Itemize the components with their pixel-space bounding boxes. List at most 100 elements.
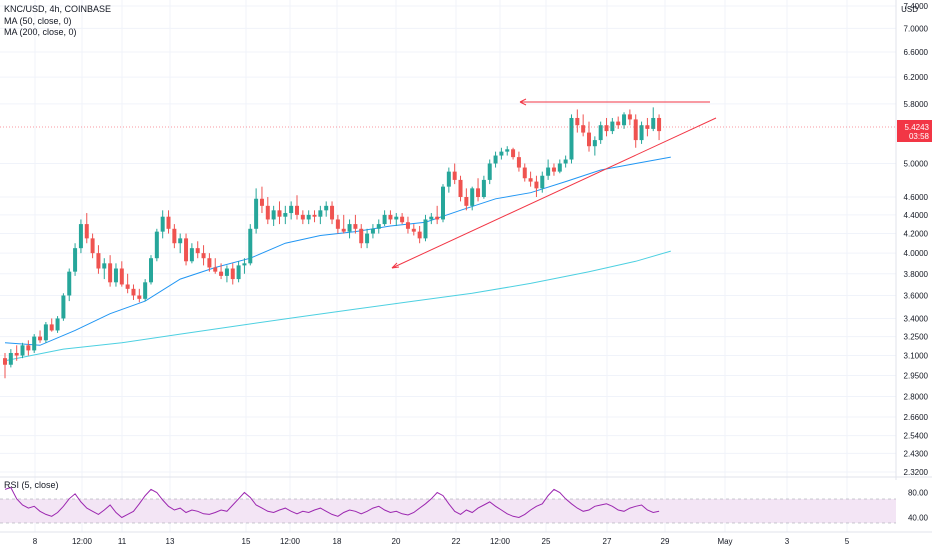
candle-body (125, 284, 130, 289)
candle (575, 109, 580, 133)
candle (528, 171, 533, 187)
candle-body (423, 219, 428, 239)
price-tick-label: 3.4000 (904, 314, 929, 323)
candle (335, 214, 340, 234)
candle (499, 147, 504, 160)
price-tick-label: 4.0000 (904, 249, 929, 258)
candle-body (394, 216, 399, 220)
candle-body (289, 205, 294, 214)
candle-body (651, 117, 656, 129)
bar-countdown: 03:58 (909, 132, 930, 141)
candle (38, 330, 43, 343)
candle-body (73, 248, 78, 272)
candle (248, 224, 253, 266)
candle-body (616, 121, 621, 126)
candle (149, 255, 153, 285)
candle (622, 112, 627, 129)
candle-body (353, 224, 358, 229)
candle (137, 288, 142, 303)
price-tick-label: 5.0000 (904, 160, 929, 169)
candle (470, 186, 475, 211)
ma200-label[interactable]: MA (200, close, 0) (4, 27, 77, 37)
candle-body (376, 224, 381, 229)
currency-label: USD (901, 5, 918, 14)
time-tick-label: 18 (333, 537, 342, 546)
candle-body (335, 219, 340, 229)
candle-body (230, 268, 235, 280)
candle-body (90, 238, 95, 254)
candle-body (242, 263, 247, 266)
candle (551, 163, 556, 176)
candle-body (505, 149, 510, 152)
candle (569, 114, 574, 164)
candle (563, 155, 568, 168)
candle-body (382, 214, 387, 225)
candle (119, 261, 124, 287)
price-tick-label: 3.1000 (904, 352, 929, 361)
candle-body (113, 268, 118, 283)
candle (131, 284, 136, 300)
rsi-path (4, 486, 660, 519)
candle-body (499, 151, 504, 156)
candle-body (359, 228, 364, 244)
candle (581, 114, 586, 137)
ma200-series (4, 250, 671, 362)
time-tick-label: 5 (845, 537, 850, 546)
price-axis[interactable]: 7.4000 7.0000 6.6000 6.2000 5.8000 5.0000 4.60… (895, 0, 929, 480)
candle-body (487, 163, 492, 180)
trendline-drawings[interactable] (391, 98, 717, 269)
candle-body (49, 324, 54, 331)
symbol-title[interactable]: KNC/USD, 4h, COINBASE (4, 4, 112, 14)
candle-body (557, 163, 562, 172)
candle (306, 210, 311, 225)
candle (178, 233, 183, 254)
candle-body (277, 210, 282, 217)
candle-body (370, 228, 375, 234)
candle-body (429, 216, 434, 220)
time-axis[interactable]: 8 12:00 11 13 15 12:00 18 20 22 12:00 25 27 29 May 3 5 (0, 531, 932, 546)
candle-body (283, 213, 288, 217)
candle (587, 121, 591, 152)
candle-body (96, 253, 101, 269)
candle-body (470, 188, 475, 206)
candle-body (534, 181, 539, 189)
candle-body (119, 268, 124, 285)
candle (254, 188, 259, 234)
time-tick-label: 25 (542, 537, 551, 546)
candle (324, 201, 329, 217)
candle-body (528, 178, 533, 182)
candle-body (592, 140, 597, 147)
rsi-pane[interactable]: 80.00 40.00 (0, 476, 932, 524)
candle (26, 340, 31, 356)
candle (365, 228, 370, 249)
time-tick-label: 15 (242, 537, 251, 546)
candle-body (639, 125, 644, 141)
candle (347, 219, 352, 239)
price-tick-label: 5.8000 (904, 100, 929, 109)
candle-body (516, 157, 521, 168)
candle-body (441, 186, 445, 220)
candle-body (131, 288, 136, 296)
candle (639, 121, 644, 144)
price-tick-label: 4.2000 (904, 230, 929, 239)
candle (207, 253, 212, 272)
candle-body (207, 258, 212, 268)
candle-body (581, 125, 586, 133)
support-trendline[interactable] (391, 117, 717, 269)
candle (84, 213, 89, 244)
price-tick-label: 2.9500 (904, 371, 929, 380)
candle (493, 151, 498, 168)
candle (102, 258, 107, 280)
candle (505, 146, 510, 156)
candle-body (610, 121, 615, 132)
candle (481, 175, 486, 199)
price-tick-label: 4.4000 (904, 211, 929, 220)
candle-body (259, 198, 264, 206)
candle-body (452, 171, 457, 180)
ma50-label[interactable]: MA (50, close, 0) (4, 15, 72, 26)
price-tick-label: 2.6600 (904, 413, 929, 422)
rsi-legend[interactable]: RSI (5, close) (4, 480, 59, 490)
candle-body (213, 267, 218, 272)
